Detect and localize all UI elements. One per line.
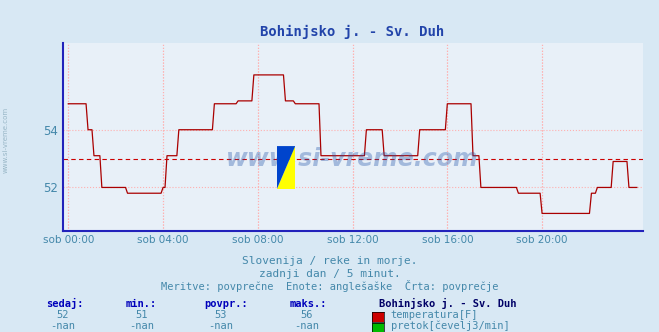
Text: www.si-vreme.com: www.si-vreme.com bbox=[226, 147, 479, 171]
Text: temperatura[F]: temperatura[F] bbox=[391, 310, 478, 320]
Title: Bohinjsko j. - Sv. Duh: Bohinjsko j. - Sv. Duh bbox=[260, 25, 445, 39]
Text: -nan: -nan bbox=[129, 321, 154, 331]
Text: 56: 56 bbox=[301, 310, 312, 320]
Text: -nan: -nan bbox=[50, 321, 75, 331]
Text: Meritve: povprečne  Enote: anglešaške  Črta: povprečje: Meritve: povprečne Enote: anglešaške Črt… bbox=[161, 281, 498, 292]
Text: Slovenija / reke in morje.: Slovenija / reke in morje. bbox=[242, 256, 417, 266]
Text: povpr.:: povpr.: bbox=[204, 299, 248, 309]
Text: zadnji dan / 5 minut.: zadnji dan / 5 minut. bbox=[258, 269, 401, 279]
Text: 52: 52 bbox=[57, 310, 69, 320]
Polygon shape bbox=[277, 146, 295, 189]
Text: pretok[čevelj3/min]: pretok[čevelj3/min] bbox=[391, 320, 509, 331]
Text: 51: 51 bbox=[136, 310, 148, 320]
Text: Bohinjsko j. - Sv. Duh: Bohinjsko j. - Sv. Duh bbox=[379, 298, 517, 309]
Text: -nan: -nan bbox=[208, 321, 233, 331]
Text: min.:: min.: bbox=[125, 299, 156, 309]
Text: 53: 53 bbox=[215, 310, 227, 320]
Text: www.si-vreme.com: www.si-vreme.com bbox=[2, 106, 9, 173]
Text: -nan: -nan bbox=[294, 321, 319, 331]
Text: sedaj:: sedaj: bbox=[46, 298, 84, 309]
Polygon shape bbox=[277, 146, 295, 189]
Text: maks.:: maks.: bbox=[290, 299, 328, 309]
